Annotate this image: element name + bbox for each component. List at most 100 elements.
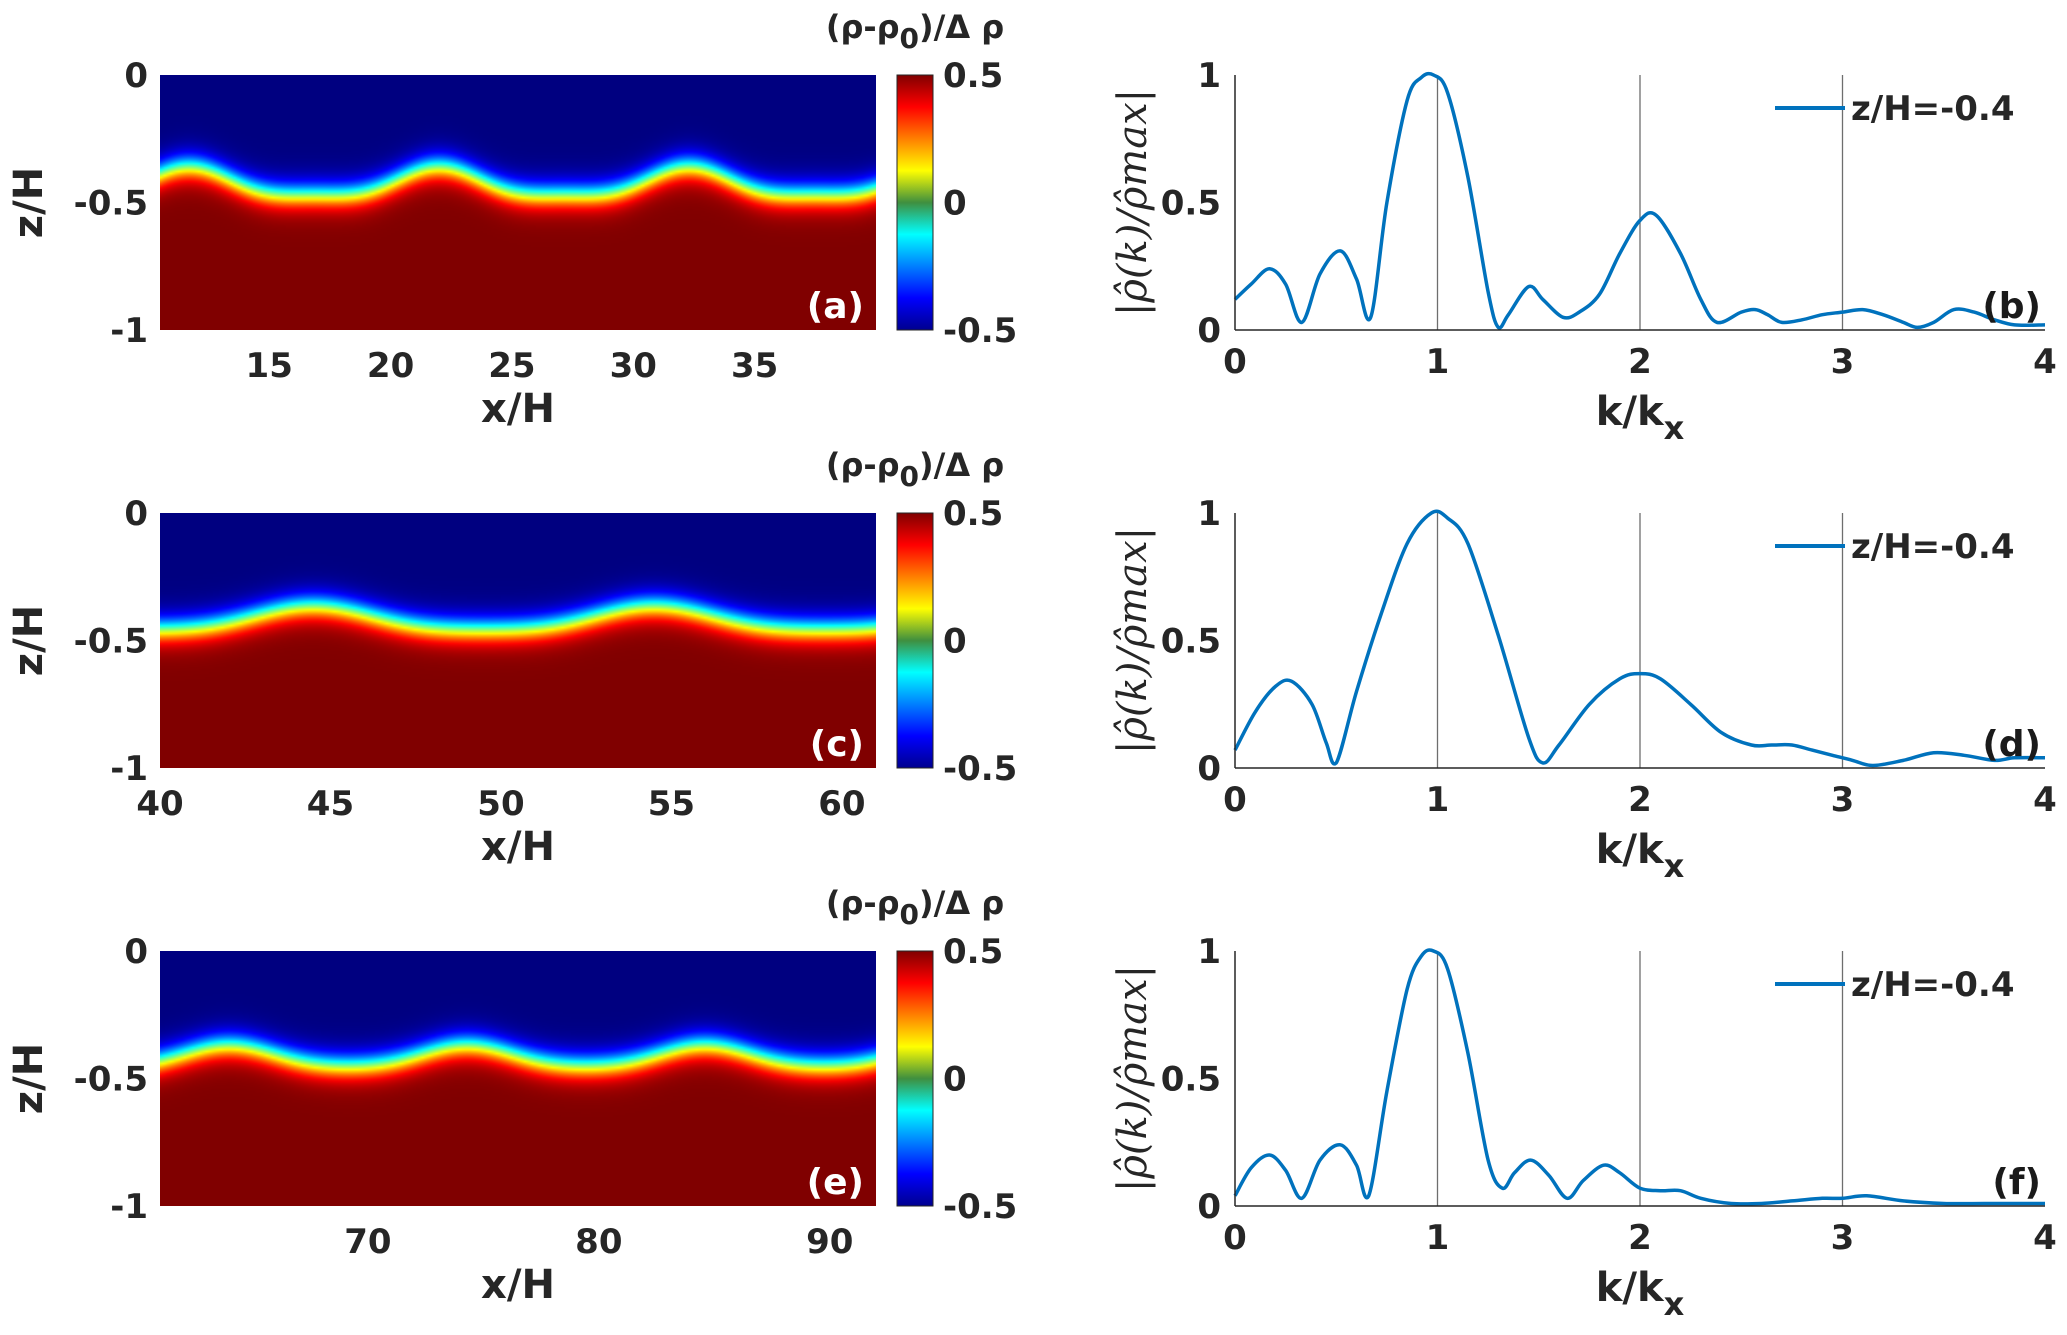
colorbar-title: (ρ-ρ0)/Δ ρ [826,884,1004,931]
colorbar-tick-label: 0.5 [943,56,1003,96]
y-tick-label: 0 [124,56,148,96]
heatmap-panel-1: 0-0.5-115 20 25 30 35x/Hz/H(a)0.50-0.5(ρ-ρ0)… [6,8,1017,432]
y-tick-label: 0 [1197,311,1221,351]
colorbar-title-part: )/Δ ρ [919,8,1004,46]
x-axis-label-main: k/k [1596,827,1665,873]
x-tick-label: 3 [1831,1218,1855,1258]
density-field [160,513,876,768]
x-axis-label: x/H [481,824,555,870]
y-tick-label: 0 [124,932,148,972]
x-tick-label: 1 [1426,780,1450,820]
colorbar-title: (ρ-ρ0)/Δ ρ [826,8,1004,55]
x-tick-label: 15 [246,346,293,386]
x-axis-label-main: k/k [1596,389,1665,435]
x-tick-label: 2 [1628,780,1652,820]
spectrum-panel-4: z/H=-0.4 0 0.5 1 0 1 2 3 4 k/kx |ρ̂(k)/ρ̂max| (d) [1110,494,2057,885]
y-tick-label: 0.5 [1161,1060,1221,1100]
x-tick-label: 1 [1426,342,1450,382]
colorbar-tick-label: 0 [943,622,967,662]
x-tick-label: 4 [2033,780,2057,820]
x-tick-label: 2 [1628,1218,1652,1258]
panel-label: (a) [807,286,864,327]
y-tick-label: -1 [110,1187,148,1227]
colorbar-title-subscript: 0 [900,898,919,931]
y-tick-label: 0.5 [1161,184,1221,224]
y-axis-label: z/H [6,605,52,676]
colorbar-title: (ρ-ρ0)/Δ ρ [826,446,1004,493]
heatmap-panel-5: 0-0.5-170 80 90x/Hz/H(e)0.50-0.5(ρ-ρ0)/Δ ρ [6,884,1017,1308]
legend-entry: z/H=-0.4 [1851,527,2015,567]
panels: 0-0.5-115 20 25 30 35x/Hz/H(a)0.50-0.5(ρ-ρ0)… [6,8,2057,1323]
y-tick-label: -1 [110,749,148,789]
y-tick-label: 0 [1197,1187,1221,1227]
legend-entry: z/H=-0.4 [1851,965,2015,1005]
colorbar-title-part: (ρ-ρ [826,446,900,484]
x-axis-label: x/H [481,1262,555,1308]
spectrum-panel-2: z/H=-0.4 0 0.5 1 0 1 2 3 4 k/kx |ρ̂(k)/ρ̂max| (b) [1110,56,2057,447]
x-tick-label: 2 [1628,342,1652,382]
y-tick-label: 1 [1197,56,1221,96]
panel-label: (f) [1992,1162,2041,1203]
x-tick-label: 60 [818,784,865,824]
colorbar-tick-label: 0.5 [943,932,1003,972]
colorbar-title-subscript: 0 [900,460,919,493]
panel-label: (e) [807,1162,864,1203]
y-tick-label: -1 [110,311,148,351]
x-axis-label: k/kx [1596,827,1685,885]
y-tick-label: -0.5 [74,1060,148,1100]
colorbar-title-part: (ρ-ρ [826,8,900,46]
y-axis-label: |ρ̂(k)/ρ̂max| [1110,89,1156,316]
y-tick-label: -0.5 [74,184,148,224]
x-axis-label-main: k/k [1596,1265,1665,1311]
series-line [1233,948,2045,1206]
y-tick-label: 0 [124,494,148,534]
colorbar-tick-label: 0 [943,1060,967,1100]
colorbar [896,74,934,331]
y-tick-label: 1 [1197,932,1221,972]
panel-label: (c) [810,724,864,765]
x-tick-label: 40 [136,784,183,824]
x-tick-label: 45 [307,784,354,824]
colorbar [896,512,934,769]
x-axis-label-subscript: x [1664,847,1685,885]
x-tick-label: 20 [367,346,414,386]
x-tick-label: 3 [1831,780,1855,820]
x-tick-label: 30 [610,346,657,386]
colorbar-tick-label: -0.5 [943,1187,1017,1227]
density-field [160,75,876,330]
x-axis-label: k/kx [1596,1265,1685,1323]
colorbar-tick-label: 0.5 [943,494,1003,534]
x-tick-label: 55 [648,784,695,824]
x-tick-label: 80 [575,1222,622,1262]
colorbar-tick-label: -0.5 [943,311,1017,351]
legend-entry: z/H=-0.4 [1851,89,2015,129]
x-tick-label: 0 [1223,342,1247,382]
x-tick-label: 50 [477,784,524,824]
density-field [160,951,876,1206]
x-axis-label-subscript: x [1664,409,1685,447]
panel-label: (b) [1982,286,2041,327]
heatmap-panel-3: 0 -0.5 -140 45 50 55 60 x/H z/H (c) 0.5 0 -0.5 (ρ-ρ0)… [6,446,1017,870]
y-tick-label: 0 [1197,749,1221,789]
y-tick-label: 0.5 [1161,622,1221,662]
colorbar-title-part: (ρ-ρ [826,884,900,922]
y-axis-label: z/H [6,167,52,238]
y-tick-label: -0.5 [74,622,148,662]
x-axis-label: k/kx [1596,389,1685,447]
x-tick-label: 3 [1831,342,1855,382]
series-line [1233,509,2046,768]
x-tick-label: 4 [2033,342,2057,382]
colorbar-tick-label: 0 [943,184,967,224]
colorbar-title-subscript: 0 [900,22,919,55]
series-line [1233,71,2046,330]
colorbar-tick-label: -0.5 [943,749,1017,789]
x-axis-label-subscript: x [1664,1285,1685,1323]
x-tick-label: 25 [488,346,535,386]
colorbar [896,950,934,1207]
x-tick-label: 35 [731,346,778,386]
y-axis-label: z/H [6,1043,52,1114]
x-tick-label: 70 [344,1222,391,1262]
spectrum-panel-6: z/H=-0.4 0 0.5 1 0 1 2 3 4 k/kx |ρ̂(k)/ρ̂max| (f) [1110,932,2057,1323]
x-tick-label: 0 [1223,1218,1247,1258]
